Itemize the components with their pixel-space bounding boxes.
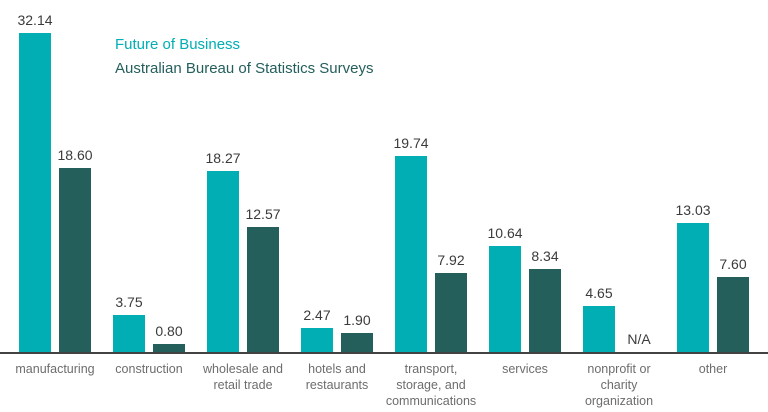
value-label: 4.65 bbox=[585, 284, 613, 301]
x-axis-label: services bbox=[502, 362, 548, 376]
x-axis-label: manufacturing bbox=[15, 362, 95, 376]
bar-with-label: N/A bbox=[623, 331, 655, 352]
bar-group: 19.74 7.92 bbox=[384, 0, 478, 352]
value-label: 2.47 bbox=[303, 306, 331, 323]
x-axis-label: hotels and restaurants bbox=[305, 362, 369, 392]
bar-abs-surveys bbox=[59, 167, 91, 352]
bar-with-label: 13.03 bbox=[675, 201, 711, 352]
value-label: 0.80 bbox=[155, 323, 183, 340]
bar-with-label: 0.80 bbox=[153, 323, 185, 352]
bar-abs-surveys bbox=[529, 269, 561, 352]
x-axis-label: other bbox=[698, 362, 728, 376]
value-label: 13.03 bbox=[675, 201, 711, 218]
bar-abs-surveys bbox=[435, 273, 467, 352]
x-axis-label: construction bbox=[115, 362, 183, 376]
bar-with-label: 4.65 bbox=[583, 285, 615, 352]
x-axis-labels: manufacturing construction wholesale and r… bbox=[0, 361, 768, 412]
value-label: 3.75 bbox=[115, 293, 143, 310]
bar-future-of-business bbox=[113, 314, 145, 352]
bar-abs-surveys bbox=[247, 227, 279, 352]
value-label: 8.34 bbox=[531, 248, 559, 265]
bar-with-label: 2.47 bbox=[301, 306, 333, 352]
value-label: 32.14 bbox=[17, 12, 53, 29]
bar-group: 13.03 7.60 bbox=[666, 0, 760, 352]
bar-group: 4.65 N/A bbox=[572, 0, 666, 352]
bar-with-label: 18.27 bbox=[205, 149, 241, 352]
legend-item-future-of-business: Future of Business bbox=[115, 36, 241, 53]
value-label: N/A bbox=[627, 331, 651, 347]
plot-area: 32.14 18.60 3.75 0.80 18.27 12.57 2.47 1.90 19.7… bbox=[8, 0, 760, 352]
bar-with-label: 7.92 bbox=[435, 252, 467, 352]
x-axis-label: transport, storage, and communications bbox=[385, 362, 477, 408]
bar-group: 18.27 12.57 bbox=[196, 0, 290, 352]
value-label: 7.92 bbox=[437, 252, 465, 269]
value-label: 12.57 bbox=[245, 206, 281, 223]
x-axis-label: nonprofit or charity organization bbox=[584, 362, 654, 408]
x-axis-line bbox=[0, 352, 768, 354]
bar-group: 10.64 8.34 bbox=[478, 0, 572, 352]
bar-future-of-business bbox=[207, 170, 239, 352]
bar-future-of-business bbox=[395, 156, 427, 352]
bar-abs-surveys bbox=[153, 344, 185, 352]
bar-group: 2.47 1.90 bbox=[290, 0, 384, 352]
bar-group: 3.75 0.80 bbox=[102, 0, 196, 352]
bar-with-label: 32.14 bbox=[17, 12, 53, 352]
bar-with-label: 18.60 bbox=[57, 146, 93, 352]
chart-legend: Future of Business Australian Bureau of … bbox=[115, 33, 373, 81]
bar-group: 32.14 18.60 bbox=[8, 0, 102, 352]
value-label: 7.60 bbox=[719, 255, 747, 272]
bar-with-label: 3.75 bbox=[113, 294, 145, 352]
bar-abs-surveys bbox=[717, 276, 749, 352]
value-label: 19.74 bbox=[393, 135, 429, 152]
bar-abs-surveys bbox=[341, 333, 373, 352]
value-label: 10.64 bbox=[487, 225, 523, 242]
bar-future-of-business bbox=[301, 327, 333, 352]
value-label: 18.60 bbox=[57, 146, 93, 163]
bar-with-label: 10.64 bbox=[487, 225, 523, 352]
bar-future-of-business bbox=[19, 33, 51, 352]
bar-with-label: 19.74 bbox=[393, 135, 429, 352]
legend-item-abs-surveys: Australian Bureau of Statistics Surveys bbox=[115, 60, 374, 77]
bar-with-label: 8.34 bbox=[529, 248, 561, 352]
bar-future-of-business bbox=[489, 246, 521, 352]
value-label: 1.90 bbox=[343, 312, 371, 329]
x-axis-label: wholesale and retail trade bbox=[203, 362, 283, 392]
bar-with-label: 1.90 bbox=[341, 312, 373, 352]
bar-with-label: 7.60 bbox=[717, 256, 749, 352]
bar-future-of-business bbox=[583, 305, 615, 352]
bar-future-of-business bbox=[677, 222, 709, 352]
value-label: 18.27 bbox=[205, 149, 241, 166]
bar-with-label: 12.57 bbox=[245, 206, 281, 352]
